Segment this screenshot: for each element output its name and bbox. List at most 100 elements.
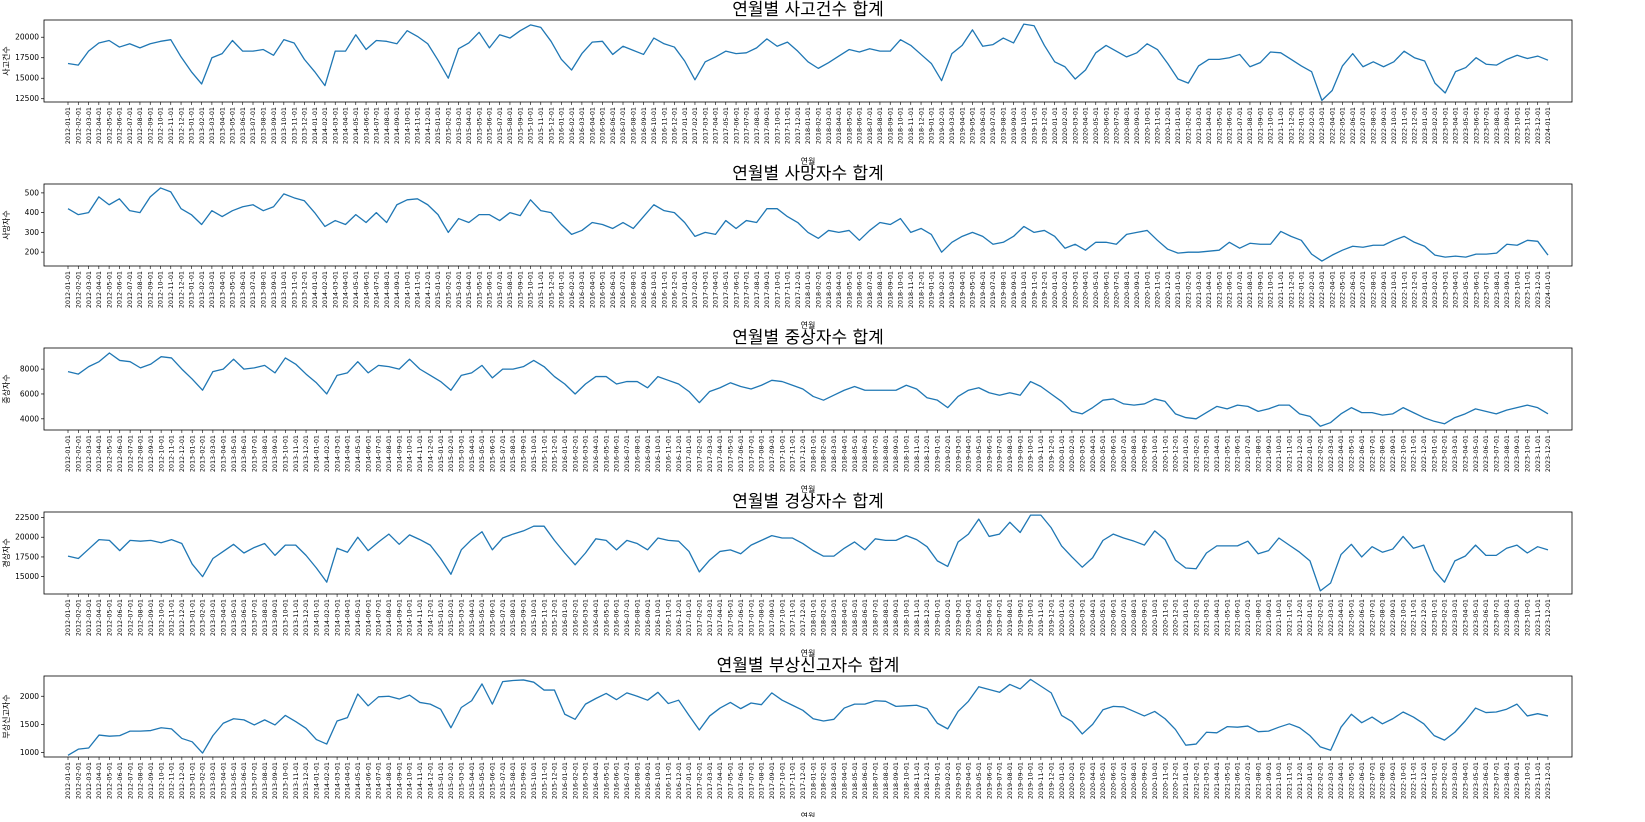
x-tick-label: 2013-09-01 [271,435,279,472]
x-tick-label: 2017-10-01 [778,599,786,636]
x-tick-label: 2018-06-01 [861,599,869,636]
x-tick-label: 2020-12-01 [1164,107,1172,144]
x-tick-label: 2023-08-01 [1503,762,1511,799]
x-tick-label: 2020-05-01 [1092,107,1100,144]
x-tick-label: 2020-11-01 [1154,271,1162,308]
x-tick-label: 2012-05-01 [106,762,114,799]
series-line [68,24,1548,100]
x-tick-label: 2014-02-01 [321,107,329,144]
x-tick-label: 2022-08-01 [1379,762,1387,799]
x-tick-label: 2018-10-01 [903,435,911,472]
x-tick-label: 2012-10-01 [157,435,165,472]
x-tick-label: 2017-01-01 [681,271,689,308]
x-tick-label: 2015-07-01 [496,107,504,144]
x-tick-label: 2013-08-01 [261,435,269,472]
x-tick-label: 2024-01-01 [1544,107,1552,144]
x-tick-label: 2019-08-01 [999,107,1007,144]
x-tick-label: 2012-07-01 [126,107,134,144]
x-tick-label: 2023-12-01 [1534,271,1542,308]
x-tick-label: 2014-01-01 [313,599,321,636]
x-tick-label: 2021-07-01 [1244,599,1252,636]
x-tick-label: 2021-02-01 [1192,762,1200,799]
x-tick-label: 2012-05-01 [106,435,114,472]
x-tick-label: 2022-11-01 [1400,107,1408,144]
x-tick-label: 2023-06-01 [1472,107,1480,144]
y-tick-label: 6000 [20,389,39,398]
x-tick-label: 2016-09-01 [640,107,648,144]
x-tick-label: 2019-12-01 [1047,599,1055,636]
x-tick-label: 2018-05-01 [845,271,853,308]
x-tick-label: 2020-03-01 [1078,762,1086,799]
x-tick-label: 2022-08-01 [1379,599,1387,636]
x-tick-label: 2022-09-01 [1380,107,1388,144]
x-tick-label: 2014-07-01 [373,271,381,308]
x-tick-label: 2022-03-01 [1318,271,1326,308]
x-tick-label: 2022-08-01 [1369,271,1377,308]
x-tick-label: 2014-07-01 [375,762,383,799]
x-tick-label: 2021-03-01 [1203,435,1211,472]
x-tick-label: 2015-07-01 [499,435,507,472]
x-tick-label: 2020-01-01 [1058,599,1066,636]
x-tick-label: 2014-03-01 [331,271,339,308]
x-tick-label: 2021-03-01 [1195,271,1203,308]
x-tick-label: 2013-06-01 [240,435,248,472]
x-tick-label: 2017-06-01 [737,435,745,472]
x-tick-label: 2016-04-01 [588,271,596,308]
x-tick-label: 2023-11-01 [1534,435,1542,472]
x-tick-label: 2012-10-01 [157,107,165,144]
x-tick-label: 2013-10-01 [282,762,290,799]
x-tick-label: 2020-01-01 [1051,271,1059,308]
x-tick-label: 2019-02-01 [944,599,952,636]
y-axis-label: 부상신고자수 [1,694,11,738]
x-axis-label: 연월 [801,811,816,817]
x-tick-label: 2020-07-01 [1120,762,1128,799]
x-tick-label: 2020-03-01 [1078,599,1086,636]
x-tick-label: 2016-01-01 [561,599,569,636]
x-tick-label: 2018-04-01 [835,271,843,308]
x-tick-label: 2014-10-01 [406,599,414,636]
x-tick-label: 2016-01-01 [558,271,566,308]
x-tick-label: 2018-01-01 [809,762,817,799]
x-tick-label: 2013-04-01 [218,271,226,308]
x-tick-label: 2023-05-01 [1462,107,1470,144]
x-tick-label: 2020-09-01 [1141,599,1149,636]
x-tick-label: 2022-03-01 [1318,107,1326,144]
x-tick-label: 2013-05-01 [230,599,238,636]
x-tick-label: 2017-12-01 [799,599,807,636]
x-tick-label: 2015-12-01 [547,107,555,144]
x-tick-label: 2014-08-01 [383,107,391,144]
x-tick-label: 2013-09-01 [271,762,279,799]
x-tick-label: 2022-04-01 [1328,271,1336,308]
x-tick-label: 2018-11-01 [907,107,915,144]
x-tick-label: 2016-10-01 [650,271,658,308]
x-tick-label: 2014-03-01 [333,599,341,636]
axes-frame [44,348,1572,430]
x-tick-label: 2023-06-01 [1472,271,1480,308]
chart-panel-4: 연월별 경상자수 합계15000175002000022500경상자수2012-… [1,492,1572,658]
x-tick-label: 2021-04-01 [1205,107,1213,144]
x-tick-label: 2020-07-01 [1113,271,1121,308]
x-tick-label: 2021-10-01 [1275,762,1283,799]
x-tick-label: 2013-06-01 [239,107,247,144]
x-tick-label: 2023-01-01 [1430,435,1438,472]
x-tick-label: 2023-05-01 [1472,435,1480,472]
y-tick-label: 4000 [20,414,39,423]
x-tick-label: 2013-02-01 [198,107,206,144]
x-tick-label: 2012-09-01 [147,599,155,636]
x-tick-label: 2022-02-01 [1317,599,1325,636]
y-tick-label: 500 [25,188,40,197]
x-tick-label: 2020-02-01 [1061,271,1069,308]
x-tick-label: 2018-02-01 [814,271,822,308]
x-tick-label: 2019-03-01 [948,107,956,144]
x-tick-label: 2023-04-01 [1452,271,1460,308]
x-tick-label: 2018-01-01 [804,107,812,144]
x-tick-label: 2018-11-01 [913,762,921,799]
x-tick-label: 2016-02-01 [571,435,579,472]
x-tick-label: 2018-12-01 [917,107,925,144]
axes-frame [44,676,1572,757]
x-tick-label: 2020-09-01 [1141,762,1149,799]
x-tick-label: 2023-08-01 [1503,435,1511,472]
x-tick-label: 2013-10-01 [280,107,288,144]
x-tick-label: 2021-07-01 [1236,107,1244,144]
